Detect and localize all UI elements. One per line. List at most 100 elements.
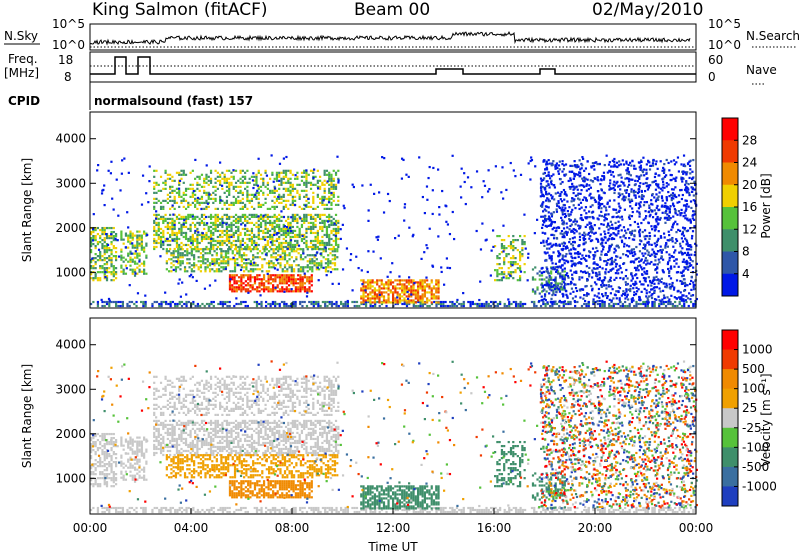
power-cell — [651, 248, 654, 251]
power-cell — [598, 276, 601, 280]
power-cell — [630, 178, 633, 181]
power-cell — [391, 297, 395, 300]
power-cell — [623, 208, 626, 211]
power-cell — [672, 222, 676, 225]
power-cell — [167, 302, 170, 306]
power-cell — [155, 181, 158, 184]
power-cell — [606, 201, 609, 204]
power-cell — [496, 271, 499, 274]
power-cell — [601, 202, 604, 206]
power-cell — [583, 302, 586, 306]
power-cell — [666, 296, 669, 299]
power-cell — [205, 245, 208, 249]
power-cell — [94, 236, 97, 240]
power-cell — [312, 215, 315, 219]
power-cell — [556, 191, 560, 194]
power-cell — [247, 258, 250, 261]
power-cell — [190, 250, 193, 253]
power-cell — [271, 221, 274, 225]
power-cell — [568, 214, 571, 217]
power-cell — [668, 169, 671, 172]
power-cell — [164, 213, 167, 217]
power-cell — [315, 264, 318, 267]
power-cell — [246, 191, 249, 194]
power-cell — [230, 233, 233, 237]
power-cell — [231, 250, 234, 253]
power-cell — [688, 245, 691, 248]
power-cell — [539, 186, 543, 189]
power-cell — [214, 193, 217, 196]
power-cell — [369, 281, 372, 284]
power-cell — [323, 207, 326, 210]
power-cell — [209, 179, 213, 182]
power-cell — [287, 276, 291, 279]
power-cell — [244, 245, 247, 249]
power-cell — [278, 231, 281, 235]
power-cell — [572, 199, 575, 202]
power-cell — [608, 247, 611, 250]
power-cell — [568, 206, 571, 209]
power-cell — [301, 282, 304, 285]
power-cell — [202, 262, 205, 265]
power-cell — [582, 239, 586, 242]
power-cell — [512, 238, 515, 242]
power-cell — [518, 265, 522, 268]
power-cell — [654, 212, 657, 216]
power-cell — [654, 179, 657, 183]
power-cell — [211, 254, 214, 257]
power-cell — [225, 237, 229, 241]
power-cell — [328, 241, 331, 245]
power-cell — [114, 302, 118, 306]
power-cell — [289, 181, 292, 184]
power-cell — [136, 244, 139, 247]
power-cell — [311, 258, 314, 261]
power-cell — [663, 205, 666, 208]
power-cell — [290, 270, 293, 273]
power-cell — [112, 275, 115, 278]
power-cell — [316, 213, 319, 217]
power-cell — [325, 231, 329, 235]
power-cell — [269, 278, 272, 281]
power-cell — [282, 177, 285, 180]
power-cell — [211, 268, 214, 271]
power-cell — [200, 239, 204, 243]
power-cell — [396, 293, 399, 296]
power-cell — [667, 300, 670, 303]
power-cell — [175, 231, 179, 235]
power-cell — [267, 280, 270, 283]
power-cell — [308, 282, 311, 285]
power-cell — [421, 285, 424, 288]
power-cell — [209, 169, 213, 172]
power-cell — [243, 262, 246, 265]
power-cell — [503, 247, 506, 250]
power-cell — [266, 231, 269, 235]
power-cell — [294, 233, 297, 237]
power-cell — [446, 304, 449, 308]
power-cell — [316, 181, 319, 184]
power-cell — [598, 278, 601, 281]
power-cell — [394, 301, 397, 304]
power-cell — [583, 258, 587, 261]
power-cell — [207, 215, 210, 219]
power-cell — [603, 302, 606, 306]
power-cell — [314, 245, 317, 249]
power-cell — [239, 219, 242, 223]
power-cell — [635, 273, 638, 276]
power-cell — [683, 302, 686, 306]
power-cell — [287, 217, 290, 221]
power-cell — [257, 187, 260, 190]
power-cell — [285, 278, 288, 281]
power-cell — [307, 221, 310, 225]
power-cell — [175, 215, 179, 219]
power-cell — [578, 278, 581, 281]
power-cell — [157, 237, 160, 241]
power-cell — [648, 237, 651, 240]
power-cell — [309, 225, 313, 229]
power-cell — [175, 233, 179, 237]
power-cell — [196, 235, 199, 239]
power-cell — [330, 201, 333, 204]
power-cell — [376, 279, 379, 282]
power-cell — [585, 199, 588, 202]
power-cell — [594, 177, 597, 180]
power-cell — [642, 300, 645, 304]
